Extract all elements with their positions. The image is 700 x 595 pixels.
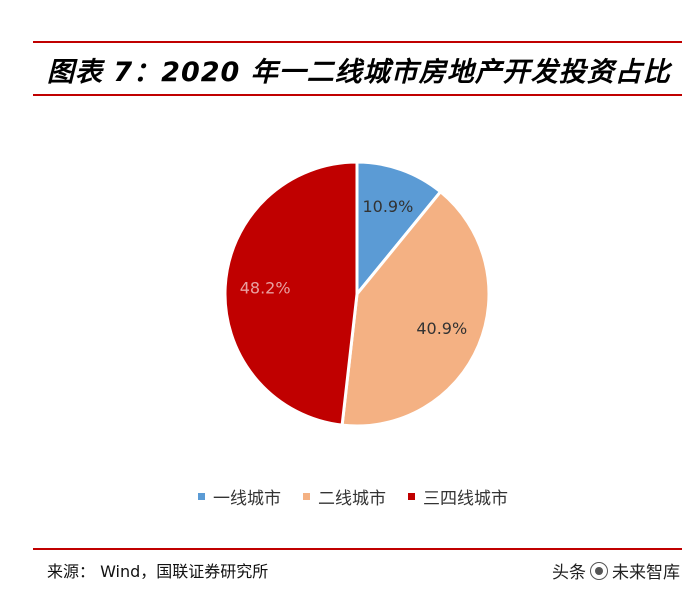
watermark-left-text: 头条: [552, 563, 586, 583]
legend-swatch: [198, 493, 205, 500]
pie-slice-1: [355, 160, 443, 299]
data-label-1: 10.9%: [362, 197, 413, 216]
legend-label: 一线城市: [213, 489, 281, 509]
legend-swatch: [303, 493, 310, 500]
pie-slices: [223, 160, 491, 428]
data-label-3: 48.2%: [240, 278, 291, 297]
data-label-2: 40.9%: [416, 319, 467, 338]
watermark: 头条 未来智库: [552, 558, 680, 583]
source-note: 来源： Wind，国联证券研究所: [47, 562, 269, 581]
watermark-right-text: 未来智库: [612, 563, 680, 583]
top-rule: [33, 41, 682, 43]
pie-slice-3: [223, 160, 359, 427]
title-rule: [33, 94, 682, 96]
legend-item-1: 一线城市: [198, 484, 281, 509]
legend-label: 三四线城市: [423, 489, 508, 509]
pie-slice-2: [340, 189, 491, 428]
legend-label: 二线城市: [318, 489, 386, 509]
bottom-rule: [33, 548, 682, 550]
watermark-logo-icon: [590, 561, 608, 580]
chart-title: 图表 7：2020 年一二线城市房地产开发投资占比: [47, 57, 671, 88]
chart-legend: 一线城市 二线城市 三四线城市: [198, 484, 508, 509]
pie-labels: 10.9% 40.9% 48.2%: [240, 197, 467, 338]
legend-item-2: 二线城市: [303, 484, 386, 509]
legend-swatch: [408, 493, 415, 500]
legend-item-3: 三四线城市: [408, 484, 508, 509]
